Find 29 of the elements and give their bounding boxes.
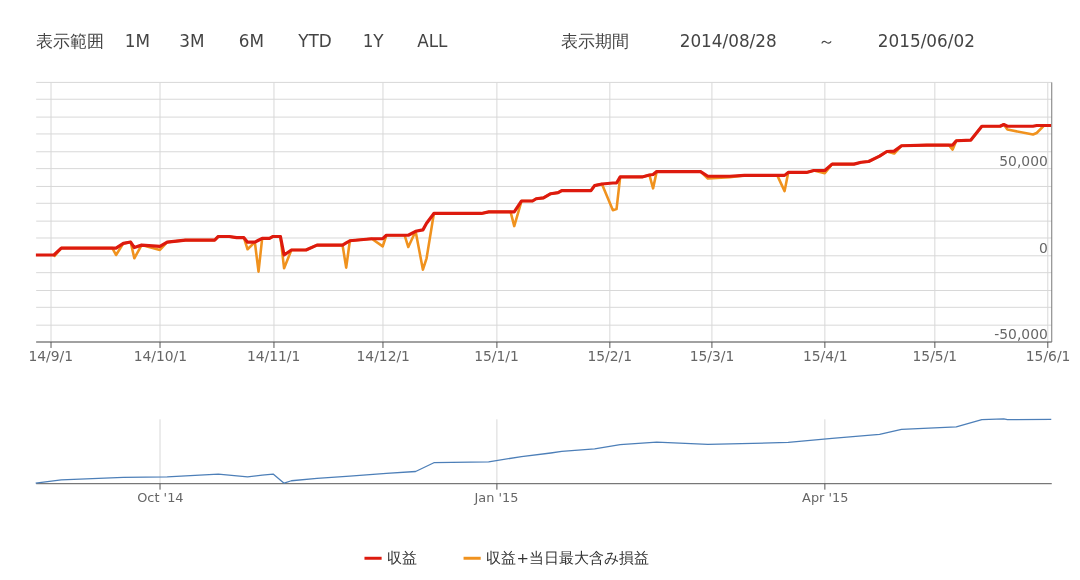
x-tick-label: 15/6/1: [1025, 347, 1071, 364]
x-tick-label: 15/2/1: [587, 347, 633, 364]
text: ～: [818, 31, 836, 52]
legend-label: 収益: [387, 549, 418, 568]
x-tick-label: 15/5/1: [912, 347, 958, 364]
text: 表示範囲: [35, 31, 104, 52]
y-tick-label: 50,000: [999, 152, 1048, 169]
text: 1M: [124, 31, 151, 52]
x-tick-label: 14/12/1: [356, 347, 410, 364]
x-tick-label: 14/9/1: [28, 347, 74, 364]
text: 3M: [179, 31, 205, 52]
text: 2015/06/02: [877, 31, 975, 52]
text: 1Y: [362, 31, 385, 52]
text: 2014/08/28: [679, 31, 777, 52]
x-tick-label: 15/4/1: [802, 347, 848, 364]
text: 表示期間: [560, 31, 629, 52]
y-tick-label: -50,000: [994, 326, 1048, 343]
text: ALL: [417, 31, 449, 52]
x-tick-label: Oct '14: [137, 489, 184, 505]
x-tick-label: 15/1/1: [474, 347, 519, 364]
text: YTD: [297, 31, 332, 52]
x-tick-label: Jan '15: [473, 489, 519, 505]
x-tick-label: Apr '15: [802, 489, 849, 505]
y-tick-label: 0: [1038, 239, 1048, 256]
text: 6M: [238, 31, 265, 52]
x-tick-label: 14/10/1: [133, 347, 188, 364]
x-tick-label: 14/11/1: [246, 347, 301, 364]
legend-label: 収益+当日最大含み損益: [486, 549, 649, 568]
x-tick-label: 15/3/1: [689, 347, 735, 364]
